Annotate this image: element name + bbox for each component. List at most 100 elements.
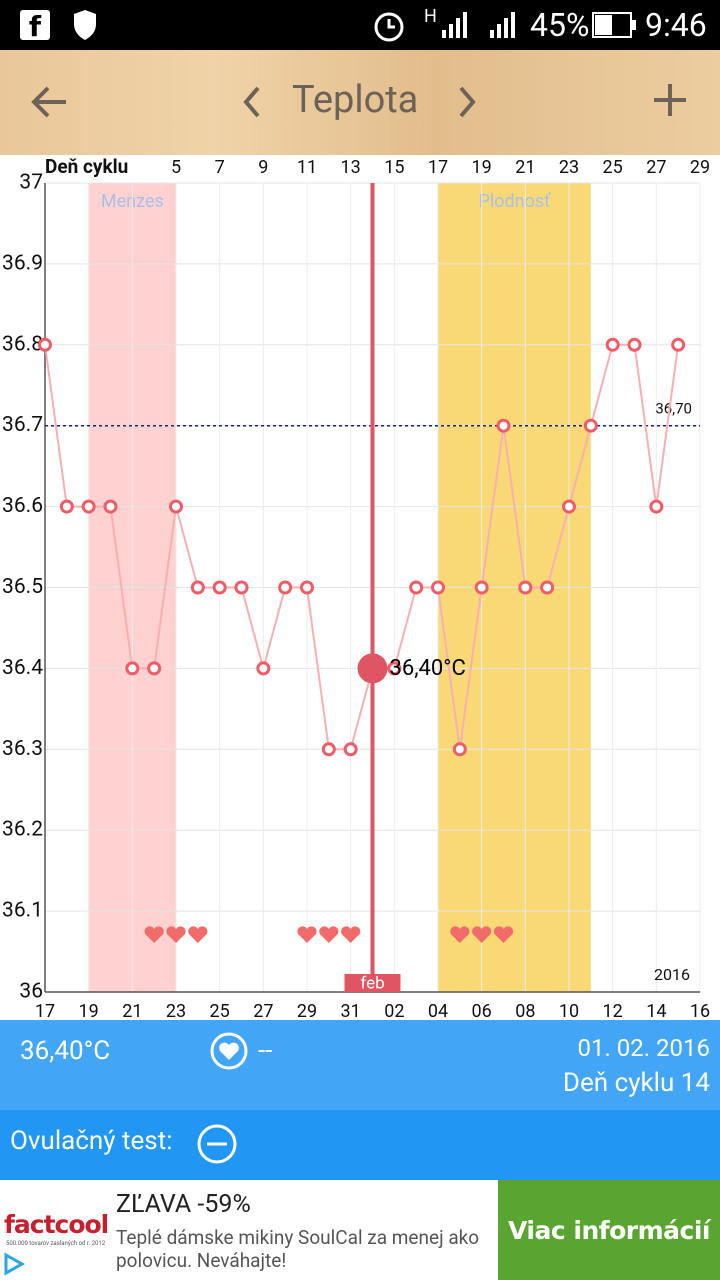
heart-marker — [341, 926, 361, 943]
temperature-point — [518, 580, 533, 595]
band-label: Plodnosť — [478, 191, 551, 212]
x-cycle-label: 29 — [690, 157, 710, 178]
add-button[interactable] — [652, 82, 688, 118]
x-date-label: 12 — [603, 1001, 623, 1020]
temperature-point — [583, 418, 598, 433]
x-date-label: 23 — [166, 1001, 186, 1020]
prev-button[interactable] — [240, 84, 264, 120]
x-cycle-label: 5 — [171, 157, 181, 178]
temperature-point — [540, 580, 555, 595]
temperature-point — [234, 580, 249, 595]
x-cycle-label: 13 — [341, 157, 361, 178]
temperature-point — [409, 580, 424, 595]
x-date-label: 21 — [122, 1001, 142, 1020]
date: 01. 02. 2016 — [577, 1034, 710, 1062]
cycle-day: Deň cyklu 14 — [562, 1068, 710, 1098]
toolbar-title: Teplota — [292, 78, 419, 122]
x-cycle-label: 11 — [297, 157, 317, 178]
temperature-point — [496, 418, 511, 433]
ad-brand-tagline: 500.000 tovarov zaslaných od r. 2012 — [6, 1240, 106, 1247]
heart-marker — [188, 926, 208, 943]
ad-choices-icon[interactable] — [2, 1252, 26, 1276]
selected-point — [357, 653, 388, 684]
year-label: 2016 — [654, 965, 690, 984]
temperature-point — [212, 580, 227, 595]
next-button[interactable] — [455, 84, 479, 120]
temperature: 36,40°C — [20, 1036, 111, 1066]
x-date-label: 02 — [384, 1001, 404, 1020]
ad-banner[interactable]: factcool 500.000 tovarov zaslaných od r.… — [0, 1180, 720, 1280]
heart-button[interactable] — [210, 1032, 250, 1072]
temperature-point — [103, 499, 118, 514]
temperature-point — [562, 499, 576, 514]
temperature-point — [38, 337, 52, 352]
temperature-point — [343, 742, 358, 757]
month-label-bg — [344, 974, 401, 992]
y-tick-label: 36.8 — [2, 332, 43, 356]
x-cycle-label: 25 — [603, 157, 623, 178]
facebook-icon: f — [20, 10, 50, 43]
network-type: H — [424, 6, 437, 27]
y-tick-label: 36.7 — [2, 413, 43, 437]
y-tick-label: 36 — [19, 980, 43, 1004]
ad-button[interactable]: Viac informácií — [498, 1180, 720, 1280]
x-date-label: 14 — [646, 1001, 666, 1020]
alarm-icon — [374, 12, 404, 42]
x-date-label: 29 — [297, 1001, 317, 1020]
x-cycle-label: 23 — [559, 157, 579, 178]
y-tick-label: 36.1 — [2, 899, 43, 923]
x-date-label: 19 — [79, 1001, 99, 1020]
battery-icon — [592, 12, 636, 38]
temperature-point — [125, 661, 140, 676]
x-date-label: 17 — [35, 1001, 55, 1020]
temperature-point — [474, 580, 489, 595]
temperature-point — [169, 499, 183, 514]
x-date-label: 04 — [428, 1001, 448, 1020]
temperature-chart: Menzes Plodnosť3636.136.236.336.436.536.6… — [2, 155, 710, 1020]
temperature-point — [387, 661, 402, 676]
ovulation-bar: Ovulačný test: — [0, 1110, 720, 1180]
heart-marker — [144, 926, 164, 943]
temperature-point — [190, 580, 205, 595]
ovulation-toggle[interactable] — [196, 1123, 238, 1165]
month-label: feb — [360, 973, 384, 993]
reference-label: 36,70 — [655, 400, 692, 418]
temperature-point — [605, 337, 620, 352]
y-tick-label: 36.6 — [2, 494, 43, 518]
selected-label: 36,40°C — [390, 656, 466, 681]
temperature-point — [256, 661, 271, 676]
temperature-point — [431, 580, 445, 595]
clock: 9:46 — [645, 6, 707, 44]
heart-marker — [493, 926, 514, 943]
x-date-label: 27 — [253, 1001, 273, 1020]
x-cycle-label: 7 — [215, 157, 225, 178]
heart-marker — [297, 926, 317, 943]
y-tick-label: 36.9 — [2, 251, 43, 275]
x-date-label: 25 — [210, 1001, 230, 1020]
temperature-point — [300, 580, 314, 595]
x-axis-label: Deň cyklu — [45, 155, 128, 178]
ad-headline: ZĽAVA -59% — [116, 1190, 251, 1219]
heart-marker — [319, 926, 339, 943]
temperature-point — [81, 499, 96, 514]
heart-marker — [450, 926, 470, 943]
y-tick-label: 37 — [19, 171, 43, 195]
x-date-label: 08 — [515, 1001, 535, 1020]
temperature-point — [452, 742, 467, 757]
temperature-point — [671, 337, 686, 352]
x-cycle-label: 27 — [646, 157, 666, 178]
y-tick-label: 36.2 — [2, 818, 43, 842]
y-tick-label: 36.3 — [2, 737, 43, 761]
back-button[interactable] — [30, 82, 70, 122]
temperature-point — [147, 661, 162, 676]
x-date-label: 16 — [690, 1001, 710, 1020]
ad-brand: factcool — [4, 1210, 109, 1239]
x-date-label: 10 — [559, 1001, 579, 1020]
ovulation-label: Ovulačný test: — [10, 1126, 173, 1156]
battery-percent: 45% — [530, 6, 590, 44]
ad-text: Teplé dámske mikiny SoulCal za menej ako… — [116, 1226, 480, 1272]
y-tick-label: 36.5 — [2, 575, 43, 599]
y-tick-label: 36.4 — [2, 656, 43, 680]
x-date-label: 31 — [341, 1001, 361, 1020]
x-date-label: 06 — [472, 1001, 492, 1020]
